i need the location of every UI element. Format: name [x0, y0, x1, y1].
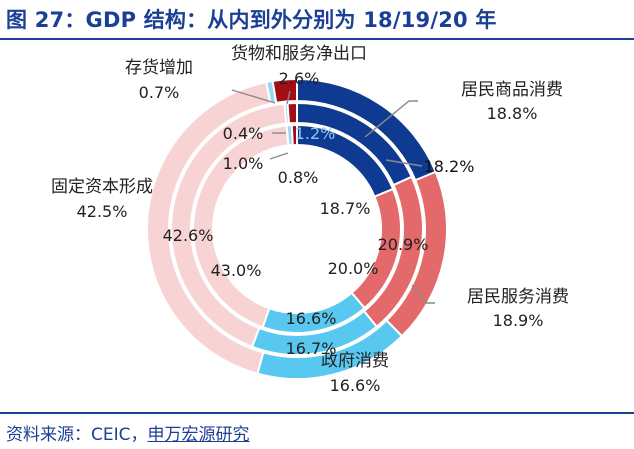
label-category-goods-consumption: 居民商品消费 — [461, 80, 563, 100]
label-value-net-exports-20: 2.6% — [279, 69, 320, 88]
label-category-service-consumption: 居民服务消费 — [467, 287, 569, 307]
leader-service-consumption — [411, 284, 435, 304]
source-prefix: 资料来源：CEIC， — [6, 425, 148, 445]
label-fixed-capital-18: 43.0% — [211, 261, 262, 280]
label-value-goods-consumption-20: 18.8% — [487, 104, 538, 123]
source-org-link[interactable]: 申万宏源研究 — [147, 425, 250, 445]
label-category-net-exports: 货物和服务净出口 — [231, 44, 367, 64]
label-value-inventory-20: 0.7% — [139, 83, 180, 102]
label-goods-consumption-18: 18.7% — [320, 199, 371, 218]
label-value-service-consumption-20: 18.9% — [493, 311, 544, 330]
label-service-consumption-18: 20.0% — [328, 259, 379, 278]
label-government-consumption-19: 16.7% — [286, 339, 337, 358]
leader-goods-consumption-19 — [385, 159, 423, 167]
label-goods-consumption-19: 18.2% — [424, 157, 475, 176]
label-fixed-capital-19: 42.6% — [163, 226, 214, 245]
page-title: 图 27：GDP 结构：从内到外分别为 18/19/20 年 — [6, 8, 497, 32]
donut-rings — [146, 77, 448, 380]
donut-slice-net-exports-18 — [290, 123, 298, 147]
label-category-government-consumption: 政府消费 — [321, 351, 389, 371]
label-value-fixed-capital-20: 42.5% — [77, 202, 128, 221]
label-category-fixed-capital: 固定资本形成 — [51, 177, 153, 197]
label-government-consumption-18: 16.6% — [286, 309, 337, 328]
leader-lines — [231, 89, 435, 304]
donut-slice-net-exports-19 — [286, 101, 298, 125]
leader-outer-left-1-0 — [269, 152, 289, 160]
label-category-inventory: 存货增加 — [125, 58, 193, 78]
title-divider — [0, 38, 634, 40]
gdp-structure-donut-chart: 居民商品消费 18.8% 居民服务消费 18.9% 政府消费 16.6% 固定资… — [51, 44, 569, 395]
donut-slice-net-exports-20 — [271, 77, 298, 104]
leader-goods-consumption — [364, 100, 418, 138]
label-net-exports-19: 1.2% — [295, 124, 336, 143]
leader-inventory — [231, 89, 276, 104]
label-service-consumption-19: 20.9% — [378, 235, 429, 254]
label-value-government-consumption-20: 16.6% — [330, 376, 381, 395]
label-outer-left-1-0: 1.0% — [223, 154, 264, 173]
footer-divider — [0, 412, 634, 414]
label-inventory-18: 0.8% — [278, 168, 319, 187]
data-labels: 居民商品消费 18.8% 居民服务消费 18.9% 政府消费 16.6% 固定资… — [51, 44, 569, 395]
source-note: 资料来源：CEIC，申万宏源研究 — [6, 420, 250, 445]
leader-net-exports — [286, 90, 291, 105]
label-inventory-19: 0.4% — [223, 124, 264, 143]
